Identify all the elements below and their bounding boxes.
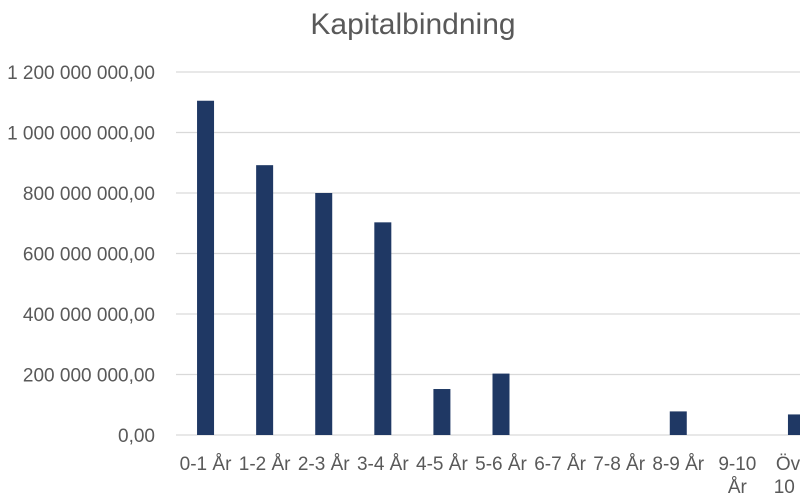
y-tick-label: 1 200 000 000,00 xyxy=(7,63,155,84)
y-tick-labels: 0,00 200 000 000,00 400 000 000,00 600 000 … xyxy=(7,63,155,447)
x-tick-label: 7-8 År xyxy=(593,454,645,475)
bar xyxy=(492,373,510,435)
x-tick-label: 4-5 År xyxy=(416,454,468,475)
x-tick-label: 2-3 År xyxy=(298,454,350,475)
x-tick-label: 8-9 År xyxy=(652,454,704,475)
chart-title: Kapitalbindning xyxy=(310,8,516,41)
bar xyxy=(669,411,687,435)
x-tick-label: 1-2 År xyxy=(239,454,291,475)
bar xyxy=(197,100,215,436)
bar xyxy=(315,193,333,435)
bar xyxy=(787,414,800,435)
x-tick-label: Över10 År xyxy=(774,454,800,497)
bar xyxy=(256,165,274,436)
x-tick-label: 0-1 År xyxy=(180,454,232,475)
y-tick-label: 1 000 000 000,00 xyxy=(7,124,155,145)
x-tick-label: 6-7 År xyxy=(534,454,586,475)
y-tick-label: 400 000 000,00 xyxy=(23,305,155,326)
x-tick-labels: 0-1 År 1-2 År 2-3 År 3-4 År 4-5 År 5-6 År 6-7 … xyxy=(180,454,800,497)
bars xyxy=(197,100,800,436)
y-tick-label: 200 000 000,00 xyxy=(23,366,155,387)
bar xyxy=(374,222,392,435)
bar xyxy=(433,389,451,435)
x-tick-label: 3-4 År xyxy=(357,454,409,475)
y-tick-label: 0,00 xyxy=(118,426,155,447)
gridlines xyxy=(176,71,800,436)
x-tick-label: 5-6 År xyxy=(475,454,527,475)
y-tick-label: 600 000 000,00 xyxy=(23,245,155,266)
x-tick-label: 9-10 År xyxy=(718,454,756,497)
y-tick-label: 800 000 000,00 xyxy=(23,184,155,205)
